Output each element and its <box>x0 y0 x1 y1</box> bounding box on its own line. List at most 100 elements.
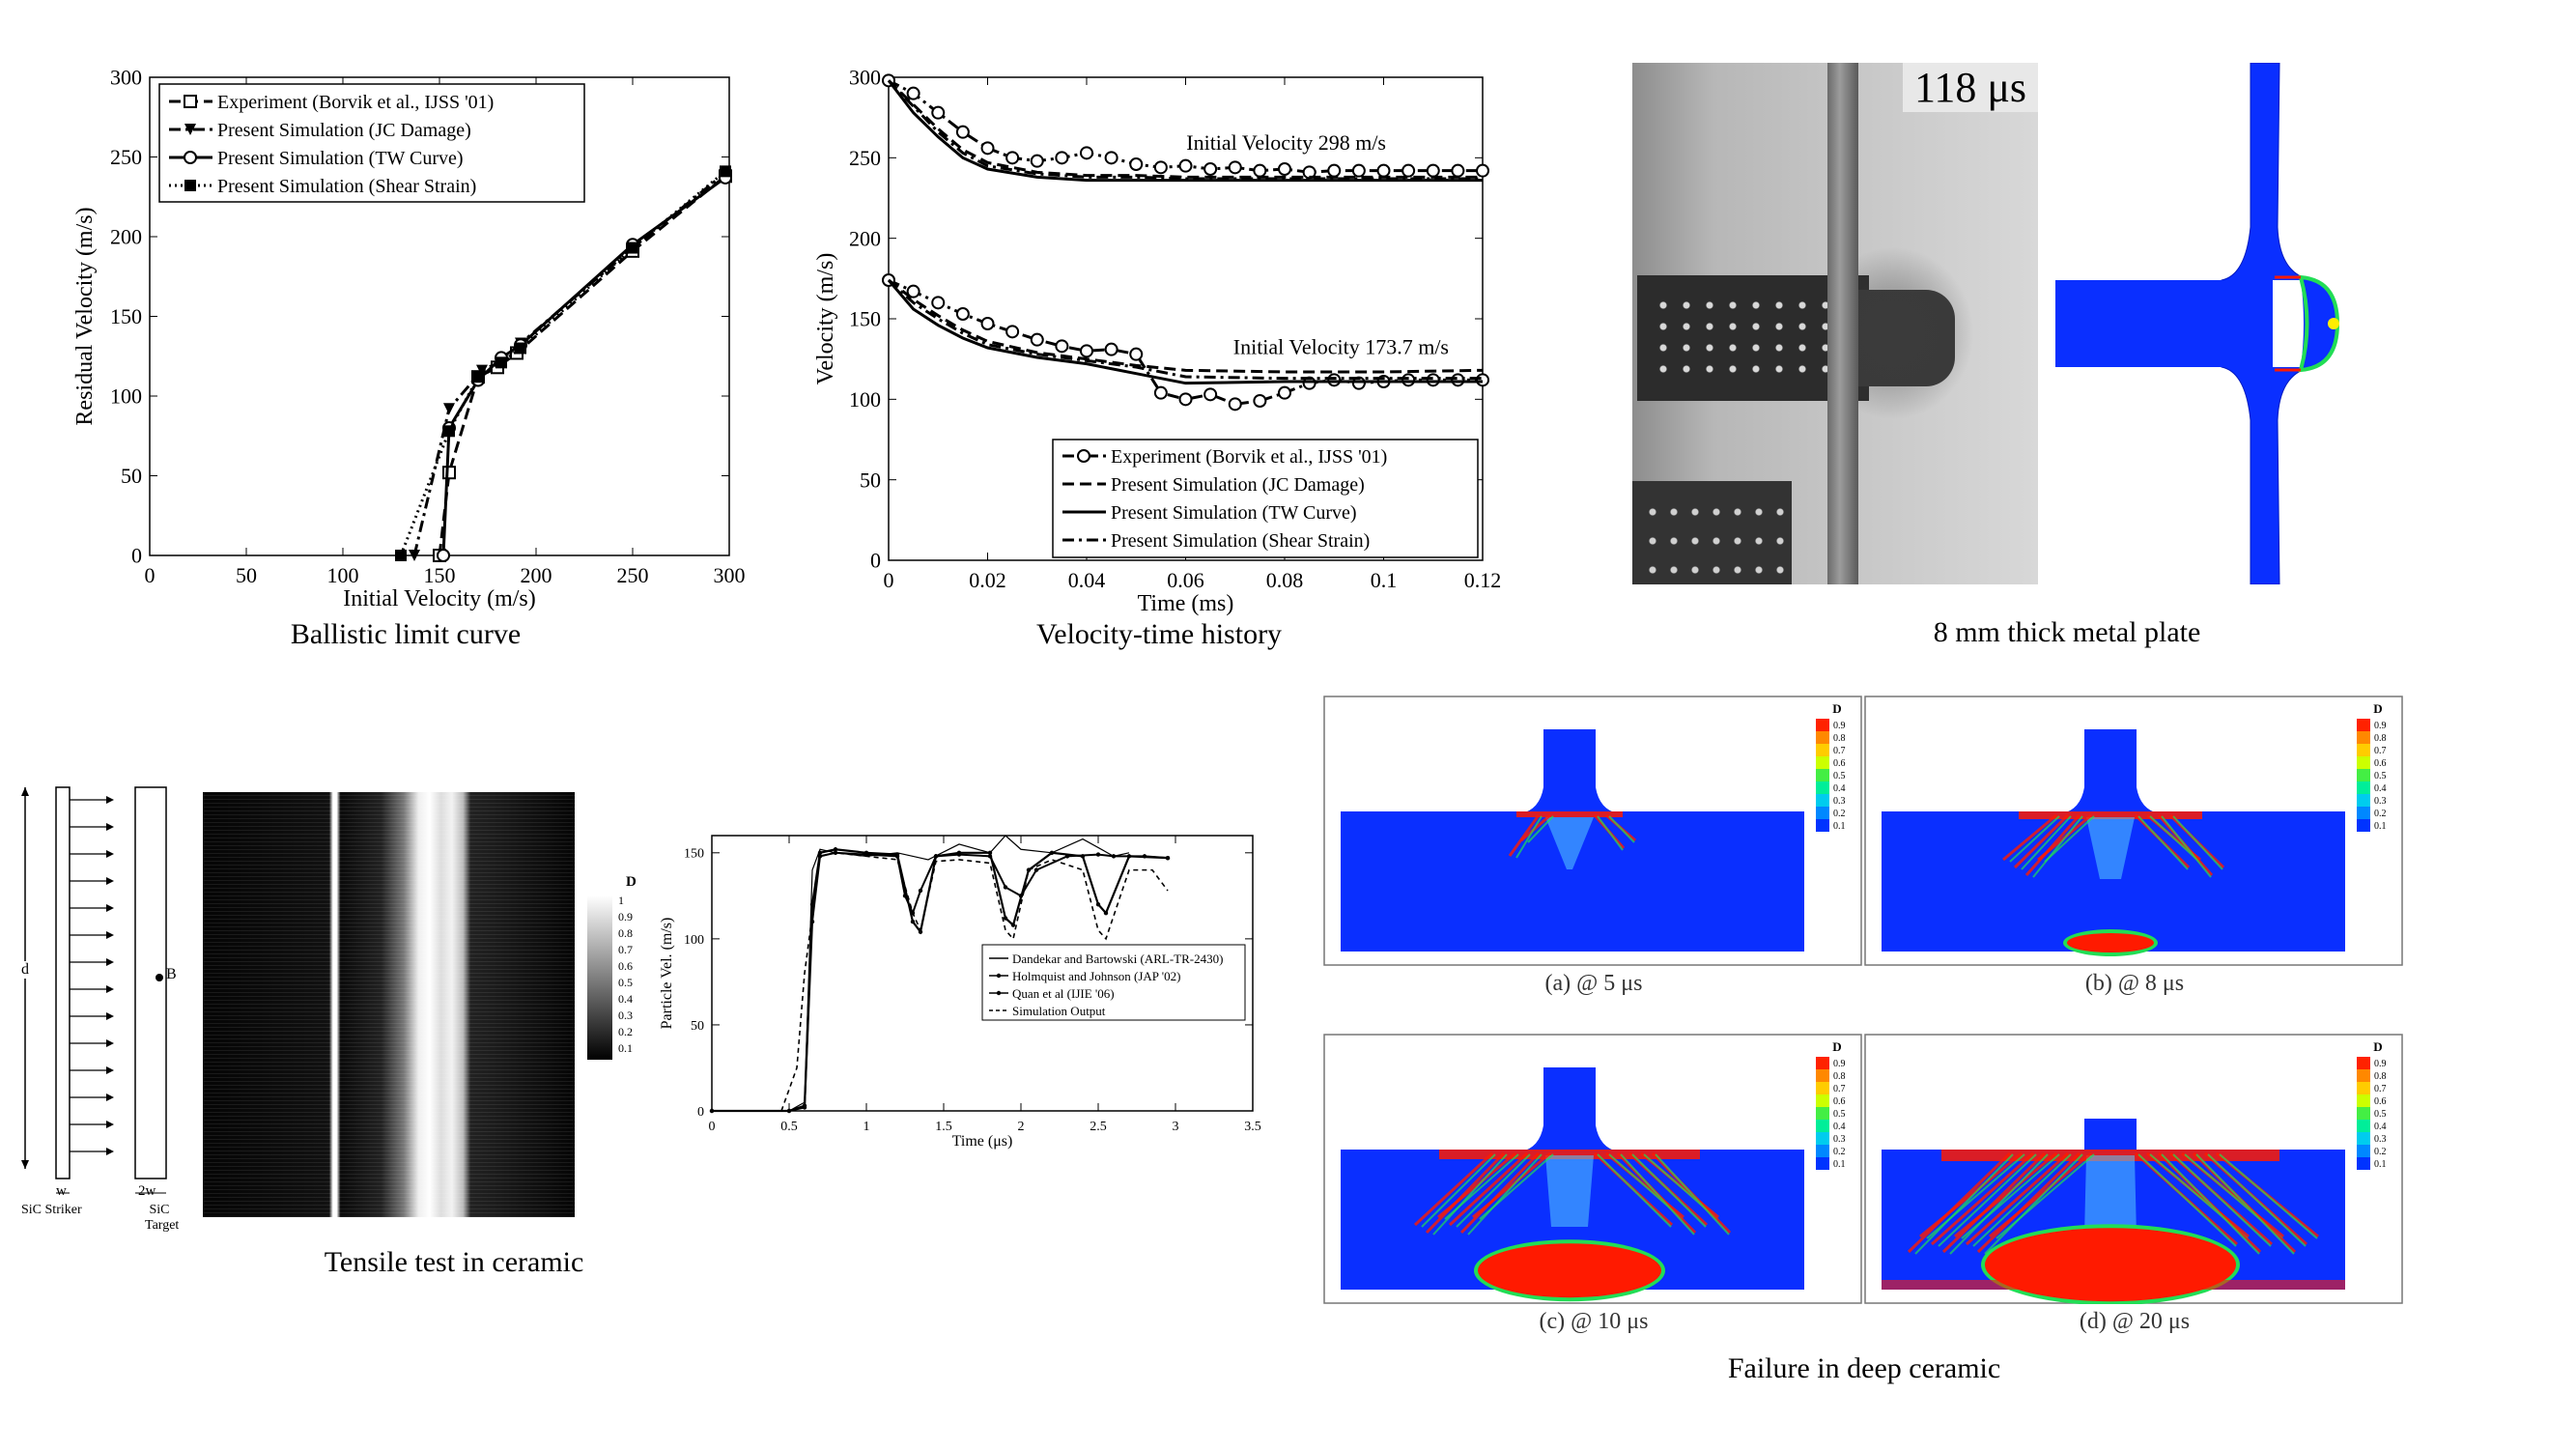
damage-legend-swatch <box>2357 1057 2370 1069</box>
velocity-caption: Velocity-time history <box>1035 618 1283 650</box>
tensile-caption: Tensile test in ceramic <box>324 1246 584 1278</box>
velocity-series-1-high <box>887 79 1483 179</box>
damage-cone <box>1545 1155 1594 1227</box>
impact-arrow-head <box>106 1039 114 1047</box>
impact-arrow-head <box>106 877 114 885</box>
annotation-173: Initial Velocity 173.7 m/s <box>1233 335 1449 359</box>
particle-chart-panel: 0 0.5 1 1.5 2 2.5 3 3.5 0 50 100 150 Time (μs) Partic… <box>649 811 1277 1164</box>
tensile-legend-tick: 0.9 <box>618 910 633 923</box>
radial-crack-edge <box>2032 815 2083 878</box>
impact-arrow-head <box>106 1148 114 1155</box>
radial-crack-edge <box>2137 815 2189 870</box>
damage-legend: D 0.9 0.8 0.7 0.6 0.5 0.4 0.3 0.2 0.1 <box>1816 701 1846 832</box>
plate-simulation-svg <box>2055 62 2340 585</box>
damage-legend-swatch <box>2357 1145 2370 1157</box>
damage-legend-swatch <box>2357 807 2370 819</box>
radial-crack <box>2013 813 2070 869</box>
failure-panel-svg: D 0.9 0.8 0.7 0.6 0.5 0.4 0.3 0.2 0.1 <box>1864 1034 2403 1306</box>
damage-legend-swatch <box>2357 731 2370 744</box>
ballistic-point <box>720 165 731 178</box>
velocity-series-0-low <box>882 273 1489 412</box>
damage-legend-tick: 0.3 <box>2374 1134 2387 1145</box>
y-tick-label: 300 <box>849 66 881 90</box>
particle-point <box>918 888 923 894</box>
velocity-point <box>955 307 970 321</box>
failure-panel-c: D 0.9 0.8 0.7 0.6 0.5 0.4 0.3 0.2 0.1 <box>1323 1034 1864 1352</box>
y-tick-label: 300 <box>110 66 142 90</box>
particle-point <box>817 850 823 856</box>
radial-crack <box>1520 813 1551 842</box>
damage-legend-tick: 0.6 <box>2374 758 2387 769</box>
plate-photo-timestamp: 118 μs <box>1903 63 2038 112</box>
damage-legend-tick: 0.1 <box>2374 821 2387 832</box>
particle-point <box>1103 910 1109 916</box>
velocity-point <box>1005 151 1020 165</box>
velocity-point <box>906 284 920 298</box>
radial-crack-edge <box>1608 815 1635 843</box>
velocity-series-2-low <box>887 279 1483 385</box>
radial-crack <box>1941 1151 2047 1254</box>
damage-legend-tick: 0.4 <box>1833 1122 1846 1132</box>
ballistic-point <box>437 549 450 562</box>
failure-panel-d: D 0.9 0.8 0.7 0.6 0.5 0.4 0.3 0.2 0.1 <box>1864 1034 2405 1352</box>
legend-box <box>1052 439 1479 558</box>
legend-entry: Experiment (Borvik et al., IJSS '01) <box>1111 446 1387 468</box>
velocity-point <box>980 317 995 330</box>
x-axis-label: Initial Velocity (m/s) <box>343 586 536 611</box>
velocity-series-1-low <box>888 278 1484 374</box>
legend-marker <box>996 973 1002 979</box>
tensile-legend-tick: 0.6 <box>618 959 633 973</box>
velocity-point <box>1178 158 1193 173</box>
velocity-point <box>1426 373 1440 387</box>
particle-legend: Dandekar and Bartowski (ARL-TR-2430) Holm… <box>981 944 1246 1021</box>
damage-legend-swatch <box>1816 769 1829 781</box>
x-axis-label: Time (ms) <box>1138 591 1234 616</box>
annotation-298: Initial Velocity 298 m/s <box>1186 130 1386 155</box>
radial-crack-edge <box>1456 1153 1531 1228</box>
radial-crack-edge <box>2137 1153 2237 1247</box>
ballistic-chart: 0 50 100 150 200 250 300 0 50 100 150 200 250 300 Init… <box>72 66 746 611</box>
x-tick-label: 0 <box>709 1120 716 1134</box>
velocity-point <box>1327 163 1342 178</box>
x-tick-label: 0.06 <box>1167 568 1204 592</box>
legend-entry: Present Simulation (Shear Strain) <box>1111 530 1370 552</box>
damage-legend: D 0.9 0.8 0.7 0.6 0.5 0.4 0.3 0.2 0.1 <box>2357 1039 2387 1170</box>
radial-crack-edge <box>1655 1153 1730 1236</box>
failure-panel-b: D 0.9 0.8 0.7 0.6 0.5 0.4 0.3 0.2 0.1 <box>1864 696 2405 1014</box>
y-tick-label: 150 <box>849 307 881 331</box>
schematic-striker-label: SiC Striker <box>21 1203 82 1217</box>
tensile-legend: D 1 0.9 0.8 0.7 0.6 0.5 0.4 0.3 0.2 0.1 <box>587 874 645 1067</box>
velocity-point <box>1104 151 1118 165</box>
velocity-series-2-high <box>887 79 1483 183</box>
particle-series-line <box>712 848 1169 1113</box>
legend-marker <box>1077 449 1090 463</box>
impact-arrow-head <box>106 1094 114 1101</box>
particle-series-2 <box>709 847 1171 1114</box>
particle-point <box>786 1108 792 1114</box>
damage-legend-swatch <box>1816 807 1829 819</box>
damage-legend-swatch <box>2357 1120 2370 1132</box>
radial-crack-edge <box>1597 1153 1672 1228</box>
y-tick-label: 50 <box>121 464 142 488</box>
y-tick-label: 100 <box>849 387 881 412</box>
projectile <box>2062 729 2159 813</box>
failure-panel-label: (c) @ 10 μs <box>1539 1309 1649 1334</box>
damage-legend-tick: 0.9 <box>1833 721 1846 731</box>
damage-legend-swatch <box>1816 756 1829 769</box>
velocity-series-line <box>887 79 1483 181</box>
damage-legend-tick: 0.6 <box>2374 1096 2387 1107</box>
damage-legend-tick: 0.9 <box>2374 721 2387 731</box>
damage-legend-tick: 0.7 <box>1833 746 1846 756</box>
schematic-2w-label: 2w <box>138 1183 156 1199</box>
legend-marker <box>184 124 196 135</box>
legend-marker <box>996 990 1002 996</box>
damage-legend-swatch <box>1816 1157 1829 1170</box>
velocity-series-line <box>887 279 1483 385</box>
surface-damage <box>1439 1150 1700 1159</box>
tensile-legend-tick: 0.3 <box>618 1009 633 1022</box>
tensile-schematic: d B w 2w SiC Striker SiC Target <box>10 782 193 1236</box>
velocity-series-line <box>887 79 1483 183</box>
velocity-point <box>1055 151 1069 165</box>
y-tick-label: 100 <box>110 384 142 409</box>
particle-point <box>1111 854 1117 859</box>
